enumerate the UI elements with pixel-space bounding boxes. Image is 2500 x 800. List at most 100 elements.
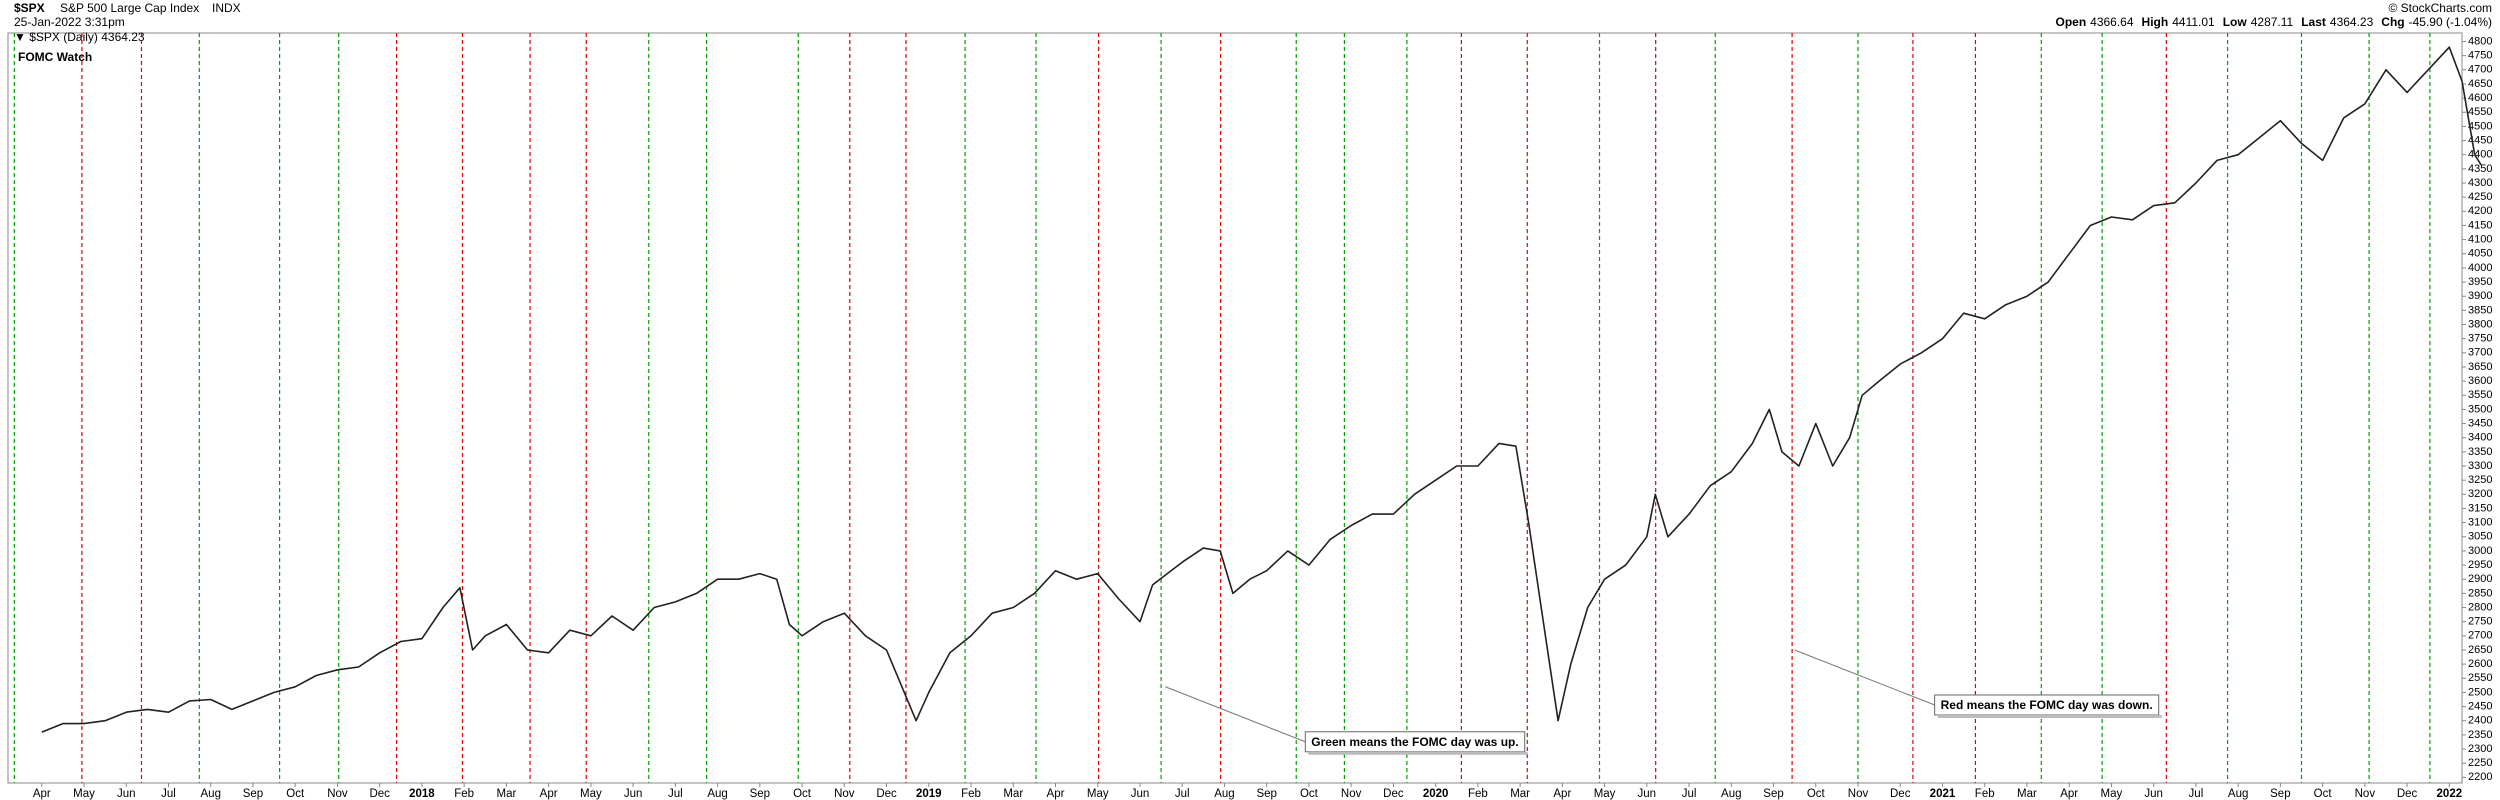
x-tick-label: Jul	[1682, 788, 1697, 800]
x-tick-label: Oct	[286, 788, 305, 800]
ohlc-value: -45.90 (-1.04%)	[2409, 15, 2492, 29]
x-tick-label: Oct	[793, 788, 812, 800]
x-tick-label: Aug	[707, 788, 727, 800]
y-tick-label: 2450	[2468, 700, 2492, 712]
y-tick-label: 2600	[2468, 658, 2492, 670]
x-tick-label: Dec	[1383, 788, 1404, 800]
ohlc-name: Chg	[2381, 15, 2404, 29]
x-tick-label: Nov	[1341, 788, 1362, 800]
y-tick-label: 2550	[2468, 672, 2492, 684]
y-tick-label: 3500	[2468, 403, 2492, 415]
x-tick-label: Aug	[2228, 788, 2248, 800]
y-tick-label: 3550	[2468, 389, 2492, 401]
annotation-pointer	[1165, 686, 1306, 743]
y-tick-label: 2750	[2468, 616, 2492, 628]
x-tick-label: Jun	[2144, 788, 2163, 800]
plot-frame	[7, 32, 2463, 784]
x-tick-label: Oct	[2314, 788, 2333, 800]
x-tick-label: Dec	[876, 788, 897, 800]
x-tick-label: Nov	[2355, 788, 2376, 800]
x-tick-label: Apr	[33, 788, 51, 800]
ohlc-value: 4411.01	[2172, 15, 2215, 29]
x-tick-label: Aug	[1721, 788, 1741, 800]
y-tick-label: 2900	[2468, 573, 2492, 585]
x-tick-label: Feb	[1468, 788, 1488, 800]
x-tick-label: Dec	[1890, 788, 1911, 800]
y-tick-label: 3350	[2468, 446, 2492, 458]
x-tick-label: Feb	[454, 788, 474, 800]
price-line	[41, 46, 2482, 733]
x-tick-label: Dec	[369, 788, 390, 800]
y-tick-label: 3900	[2468, 290, 2492, 302]
y-tick-label: 3750	[2468, 333, 2492, 345]
x-tick-label: Sep	[1256, 788, 1276, 800]
y-tick-label: 2500	[2468, 686, 2492, 698]
x-tick-label: Feb	[961, 788, 981, 800]
y-tick-label: 3400	[2468, 432, 2492, 444]
ohlc-value: 4287.11	[2251, 15, 2294, 29]
y-tick-label: 3600	[2468, 375, 2492, 387]
ohlc-name: High	[2142, 15, 2169, 29]
x-tick-label: Jun	[1131, 788, 1150, 800]
x-tick-label: Nov	[327, 788, 348, 800]
y-tick-label: 4450	[2468, 134, 2492, 146]
y-tick-label: 3100	[2468, 517, 2492, 529]
y-tick-label: 4700	[2468, 64, 2492, 76]
x-tick-label: Apr	[1553, 788, 1571, 800]
y-tick-label: 2300	[2468, 743, 2492, 755]
x-tick-label: Mar	[1003, 788, 1023, 800]
y-tick-label: 4400	[2468, 149, 2492, 161]
x-tick-label: Aug	[201, 788, 221, 800]
y-tick-label: 3650	[2468, 361, 2492, 373]
x-tick-label: Aug	[1214, 788, 1234, 800]
legend: ▼ $SPX (Daily) 4364.23	[14, 30, 145, 44]
x-tick-label: Jun	[1638, 788, 1657, 800]
x-tick-label: Sep	[243, 788, 263, 800]
annotation-shadow	[1937, 714, 2162, 718]
ohlc-name: Open	[2055, 15, 2086, 29]
y-tick-label: 2800	[2468, 601, 2492, 613]
y-tick-label: 4800	[2468, 35, 2492, 47]
y-tick-label: 3050	[2468, 531, 2492, 543]
x-tick-label: Jul	[1175, 788, 1190, 800]
y-tick-label: 2250	[2468, 757, 2492, 769]
timestamp: 25-Jan-2022 3:31pm	[14, 15, 125, 29]
x-tick-label: Nov	[834, 788, 855, 800]
x-tick-label: Feb	[1975, 788, 1995, 800]
y-tick-label: 4000	[2468, 262, 2492, 274]
x-tick-label: Nov	[1848, 788, 1869, 800]
x-tick-label: Oct	[1300, 788, 1319, 800]
ohlc-value: 4364.23	[2330, 15, 2374, 29]
ohlc: Open 4366.64 High 4411.01 Low 4287.11 Last 4364…	[2055, 15, 2492, 29]
x-tick-label: Sep	[2270, 788, 2290, 800]
y-tick-label: 2950	[2468, 559, 2492, 571]
y-tick-label: 3450	[2468, 417, 2492, 429]
y-tick-label: 4100	[2468, 234, 2492, 246]
y-tick-label: 4250	[2468, 191, 2492, 203]
ohlc-name: Low	[2223, 15, 2248, 29]
copyright: © StockCharts.com	[2388, 1, 2492, 15]
x-tick-label: Apr	[1047, 788, 1065, 800]
y-tick-label: 2200	[2468, 771, 2492, 783]
y-tick-label: 4350	[2468, 163, 2492, 175]
x-tick-label: Jun	[117, 788, 136, 800]
annotation: Green means the FOMC day was up.	[1311, 735, 1518, 749]
y-tick-label: 2650	[2468, 644, 2492, 656]
x-tick-label: May	[1594, 788, 1616, 800]
symbol: $SPX	[14, 1, 45, 15]
y-tick-label: 4050	[2468, 248, 2492, 260]
y-tick-label: 4150	[2468, 219, 2492, 231]
x-tick-label: Apr	[540, 788, 558, 800]
x-tick-label: Mar	[2017, 788, 2037, 800]
x-tick-label: Dec	[2397, 788, 2418, 800]
annotation: Red means the FOMC day was down.	[1941, 698, 2153, 712]
x-tick-label: Apr	[2060, 788, 2078, 800]
y-tick-label: 4650	[2468, 78, 2492, 90]
x-tick-label: May	[1087, 788, 1109, 800]
y-tick-label: 2700	[2468, 630, 2492, 642]
x-tick-label: 2021	[1930, 788, 1956, 800]
x-tick-label: May	[580, 788, 602, 800]
x-tick-label: 2022	[2437, 788, 2463, 800]
